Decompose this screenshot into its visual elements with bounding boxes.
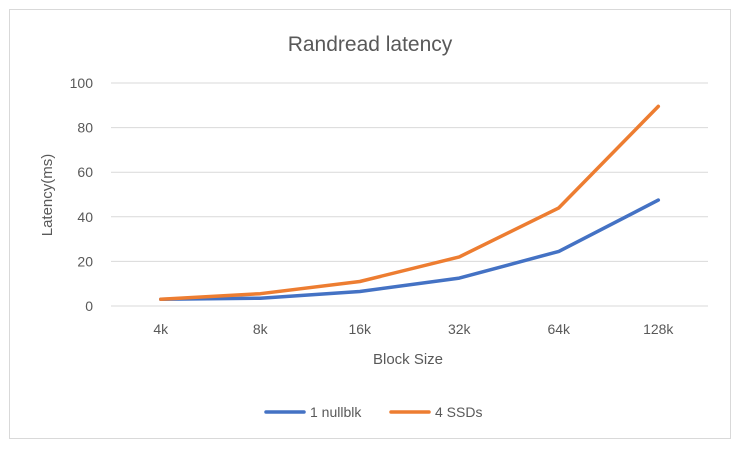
x-axis-label: Block Size: [373, 351, 443, 368]
gridlines: [111, 82, 708, 307]
x-tick-label: 128k: [643, 321, 674, 337]
y-tick-label: 60: [77, 164, 93, 180]
x-tick-label: 4k: [153, 321, 169, 337]
y-tick-label: 80: [77, 120, 93, 136]
y-axis-ticks: 0 20 40 60 80 100: [70, 75, 94, 314]
chart-title: Randread latency: [288, 33, 453, 56]
x-axis-ticks: 4k 8k 16k 32k 64k 128k: [153, 321, 674, 337]
x-tick-label: 8k: [253, 321, 269, 337]
x-tick-label: 32k: [448, 321, 472, 337]
legend-label: 1 nullblk: [310, 404, 362, 420]
x-tick-label: 16k: [348, 321, 372, 337]
series-lines: [159, 104, 661, 302]
legend-label: 4 SSDs: [435, 404, 482, 420]
legend: 1 nullblk 4 SSDs: [264, 404, 482, 420]
y-tick-label: 40: [77, 209, 93, 225]
x-tick-label: 64k: [547, 321, 571, 337]
y-tick-label: 100: [70, 75, 94, 91]
y-tick-label: 0: [85, 298, 93, 314]
series-line-1: [159, 104, 661, 302]
y-tick-label: 20: [77, 253, 93, 269]
y-axis-label: Latency(ms): [39, 154, 56, 237]
series-line-0: [159, 198, 661, 302]
